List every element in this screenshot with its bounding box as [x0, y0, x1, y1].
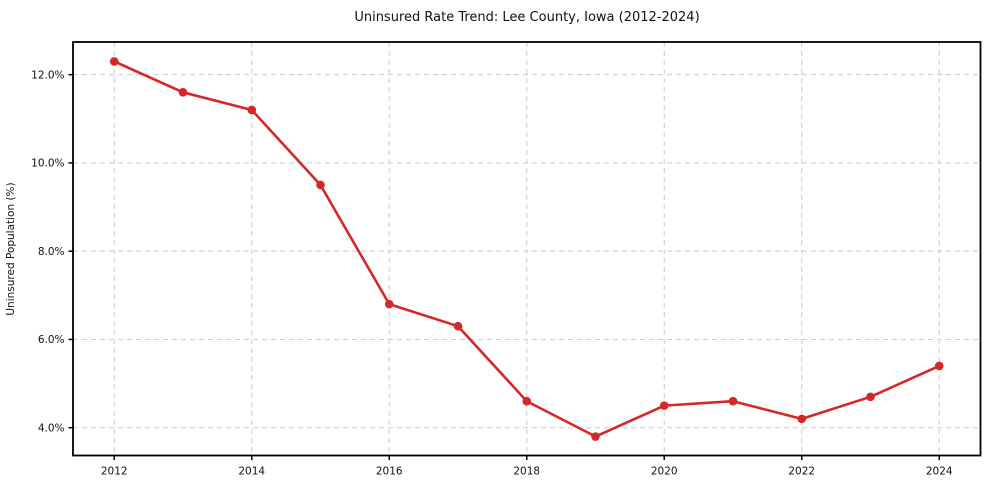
data-point — [591, 432, 600, 441]
data-point — [247, 105, 257, 115]
data-point — [866, 392, 875, 402]
x-tick-label: 2012 — [101, 466, 128, 478]
data-series — [109, 57, 944, 441]
gridlines — [73, 42, 981, 456]
x-tick-label: 2014 — [238, 466, 265, 478]
data-point — [522, 396, 532, 406]
x-tick-label: 2018 — [513, 466, 540, 478]
data-point — [178, 88, 188, 97]
data-point — [384, 299, 394, 309]
plot-border — [72, 41, 982, 457]
data-point — [109, 57, 119, 66]
x-tick-label: 2024 — [926, 466, 953, 478]
x-tick-label: 2020 — [651, 466, 678, 478]
y-tick-label: 6.0% — [38, 334, 65, 346]
x-tick-label: 2022 — [788, 466, 815, 478]
data-point — [797, 414, 807, 424]
data-point — [659, 401, 669, 410]
y-tick-label: 4.0% — [38, 422, 65, 434]
data-point — [453, 321, 463, 331]
data-point — [934, 361, 944, 371]
data-point — [728, 396, 738, 406]
chart-title: Uninsured Rate Trend: Lee County, Iowa (… — [354, 10, 699, 25]
y-tick-label: 10.0% — [31, 158, 64, 170]
y-tick-label: 8.0% — [38, 246, 65, 258]
x-tick-label: 2016 — [376, 466, 403, 478]
axes: 2012 2014 2016 2018 2020 2022 2024 4.0% 6.0% 8.0%… — [31, 69, 953, 477]
y-tick-label: 12.0% — [31, 69, 64, 81]
data-point — [316, 180, 325, 190]
y-axis-label: Uninsured Population (%) — [5, 182, 17, 315]
